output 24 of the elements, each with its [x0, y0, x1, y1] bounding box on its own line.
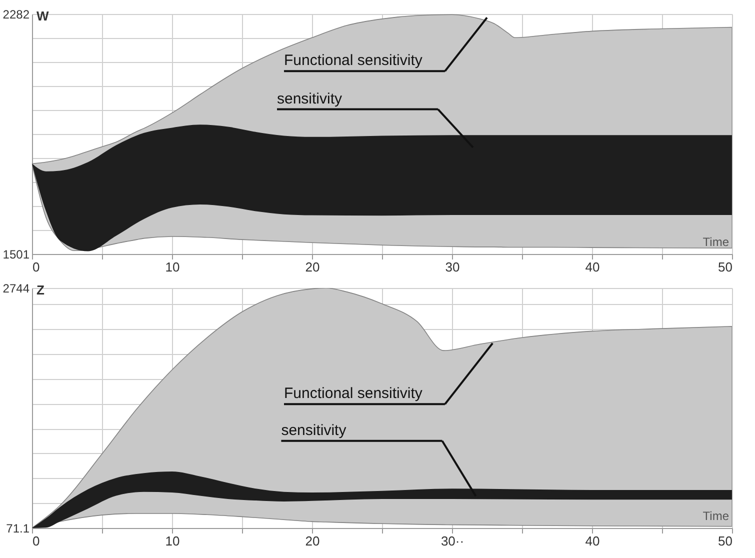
x-tick-label: 40	[585, 260, 600, 274]
x-tick-label: 40	[585, 534, 600, 548]
y-tick-label: 1501	[2, 248, 30, 262]
x-tick-label: 0	[32, 260, 40, 274]
x-tick-label: 30	[445, 260, 460, 274]
x-tick-label: 10	[165, 260, 180, 274]
x-axis-title: Time	[702, 235, 730, 249]
y-tick-label: 2744	[2, 282, 30, 296]
x-tick-label: 50	[718, 260, 732, 274]
x-tick-label: 30··	[440, 534, 464, 548]
x-tick-label: 20	[305, 534, 320, 548]
x-tick-label: 20	[305, 260, 320, 274]
y-axis-title: Z	[36, 282, 44, 298]
x-tick-label: 50	[718, 534, 732, 548]
y-axis-title: W	[36, 8, 50, 24]
x-tick-label: 0	[32, 534, 40, 548]
annotation: sensitivity	[277, 90, 343, 108]
y-tick-label: 71.1	[6, 522, 30, 536]
x-tick-label: 10	[165, 534, 180, 548]
annotation: Functional sensitivity	[284, 385, 423, 402]
y-tick-label: 2282	[2, 8, 30, 22]
annotation: sensitivity	[281, 422, 347, 439]
annotation: Functional sensitivity	[284, 52, 423, 70]
x-axis-title: Time	[702, 509, 730, 523]
